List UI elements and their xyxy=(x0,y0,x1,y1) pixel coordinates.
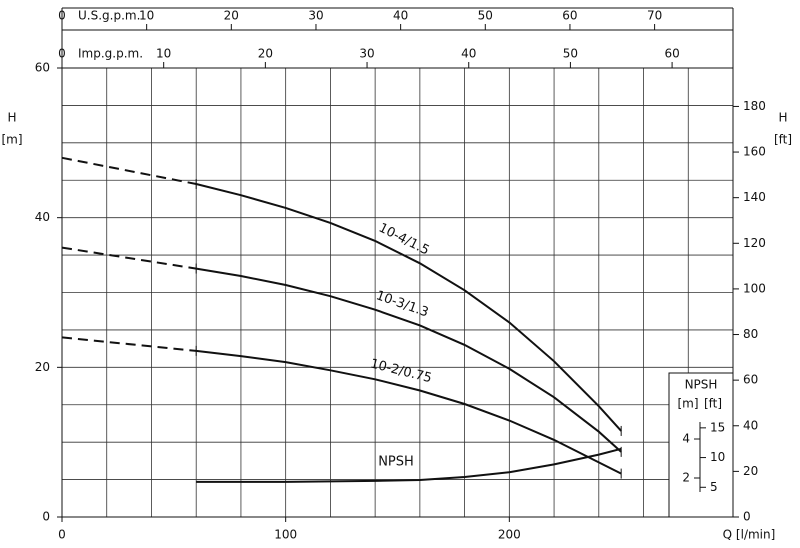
plot-frame xyxy=(61,67,734,518)
npsh-box xyxy=(668,372,734,518)
top-tick-label: 70 xyxy=(647,9,662,23)
y2-tick-label: 120 xyxy=(743,236,766,250)
y2-tick-label: 100 xyxy=(743,281,766,295)
top-tick-label: 50 xyxy=(563,47,578,61)
top-tick-label: 40 xyxy=(393,9,408,23)
y-tick-label: 0 xyxy=(42,510,50,524)
npsh-tick-label: 2 xyxy=(682,471,690,485)
curve-dashed xyxy=(61,246,197,270)
x-tick-label: 100 xyxy=(274,528,297,542)
y-tick-label: 60 xyxy=(35,61,50,75)
y-tick-label: 40 xyxy=(35,210,50,224)
npsh-ft-tick-label: 5 xyxy=(710,480,718,494)
x-tick-label: 200 xyxy=(498,528,521,542)
npsh-ft-tick-label: 15 xyxy=(710,420,725,434)
y-tick-label: 20 xyxy=(35,360,50,374)
npsh-tick-label: 4 xyxy=(682,432,690,446)
curve-dashed xyxy=(61,336,197,352)
top-tick-label: 30 xyxy=(308,9,323,23)
top-tick-label: 60 xyxy=(562,9,577,23)
y-unit: [m] xyxy=(1,133,22,147)
curve xyxy=(195,183,622,432)
y2-tick-label: 60 xyxy=(743,373,758,387)
top-tick-label: 40 xyxy=(461,47,476,61)
y2-tick-label: 40 xyxy=(743,418,758,432)
top-tick-label: 30 xyxy=(359,47,374,61)
npsh-axis-title: NPSH xyxy=(685,378,718,392)
y2-tick-label: 80 xyxy=(743,327,758,341)
top-tick-label: 10 xyxy=(139,9,154,23)
y2-tick-label: 160 xyxy=(743,145,766,159)
x-tick-label: 0 xyxy=(58,528,66,542)
top-tick-label: 20 xyxy=(224,9,239,23)
y2-unit: [ft] xyxy=(774,133,792,147)
curve xyxy=(196,349,622,475)
curve-label: NPSH xyxy=(378,455,414,470)
y2-label: H xyxy=(778,111,787,125)
top-axis-label: U.S.g.p.m. xyxy=(78,9,140,23)
y2-tick-label: 0 xyxy=(743,510,751,524)
npsh-ft-tick-label: 10 xyxy=(710,450,725,464)
npsh-axis-unit: [m] xyxy=(677,397,698,411)
top-tick-label: 0 xyxy=(58,9,66,23)
y2-tick-label: 20 xyxy=(743,464,758,478)
y2-tick-label: 140 xyxy=(743,190,766,204)
npsh-axis-unit2: [ft] xyxy=(704,397,722,411)
top-tick-label: 60 xyxy=(664,47,679,61)
curve xyxy=(196,447,622,483)
curve xyxy=(196,267,622,453)
y-label: H xyxy=(7,111,16,125)
curve-dashed xyxy=(61,156,197,185)
x-label: Q [l/min] xyxy=(723,528,776,542)
top-tick-label: 50 xyxy=(478,9,493,23)
top-tick-label: 10 xyxy=(156,47,171,61)
top-tick-label: 20 xyxy=(258,47,273,61)
top-axis-label: Imp.g.p.m. xyxy=(78,47,143,61)
top-tick-label: 0 xyxy=(58,47,66,61)
y2-tick-label: 180 xyxy=(743,99,766,113)
